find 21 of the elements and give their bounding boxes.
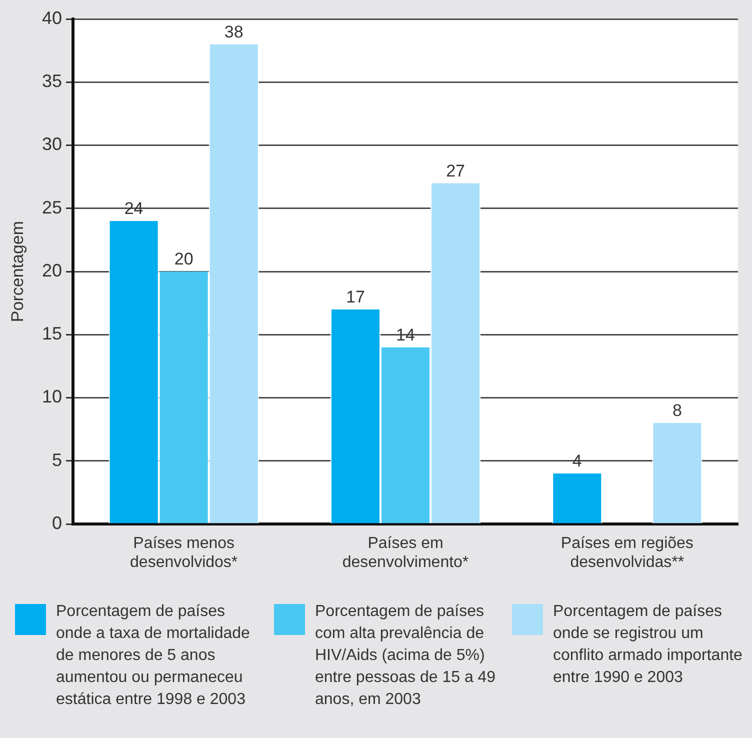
legend-label: Porcentagem de países onde a taxa de mortalidade de menores de 5 anos aumentou ou permaneceu estática entre 1998 e 2003: [56, 602, 251, 710]
y-tick-label: 10: [42, 386, 62, 407]
y-tick-label: 40: [42, 8, 62, 28]
x-tick-label: Países em regiões desenvolvidas**: [560, 535, 694, 572]
y-tick-label: 35: [42, 71, 62, 92]
data-label: 27: [446, 161, 465, 180]
data-label: 20: [174, 250, 194, 269]
legend-label: Porcentagem de países onde se registrou um conflito armado importante entre 1990 e 2003: [553, 602, 744, 688]
y-tick-label: 25: [42, 197, 62, 218]
y-tick-label: 30: [42, 134, 62, 154]
data-label: 38: [224, 22, 244, 42]
y-tick-label: 5: [52, 450, 62, 470]
y-tick-label: 20: [42, 260, 62, 280]
y-tick-label: 15: [42, 324, 62, 344]
legend-label: Porcentagem de países com alta prevalência de HIV/Aids (acima de 5%) entre pessoas de 15 a 49 anos, em 2003: [315, 602, 497, 710]
x-tick-label: Países em desenvolvimento*: [342, 535, 469, 572]
data-label: 8: [672, 401, 682, 420]
x-tick-label: Países menos desenvolvidos*: [130, 535, 238, 572]
y-axis-title: Porcentagem: [8, 220, 27, 322]
y-tick-label: 0: [52, 512, 62, 533]
data-label: 17: [346, 288, 365, 307]
